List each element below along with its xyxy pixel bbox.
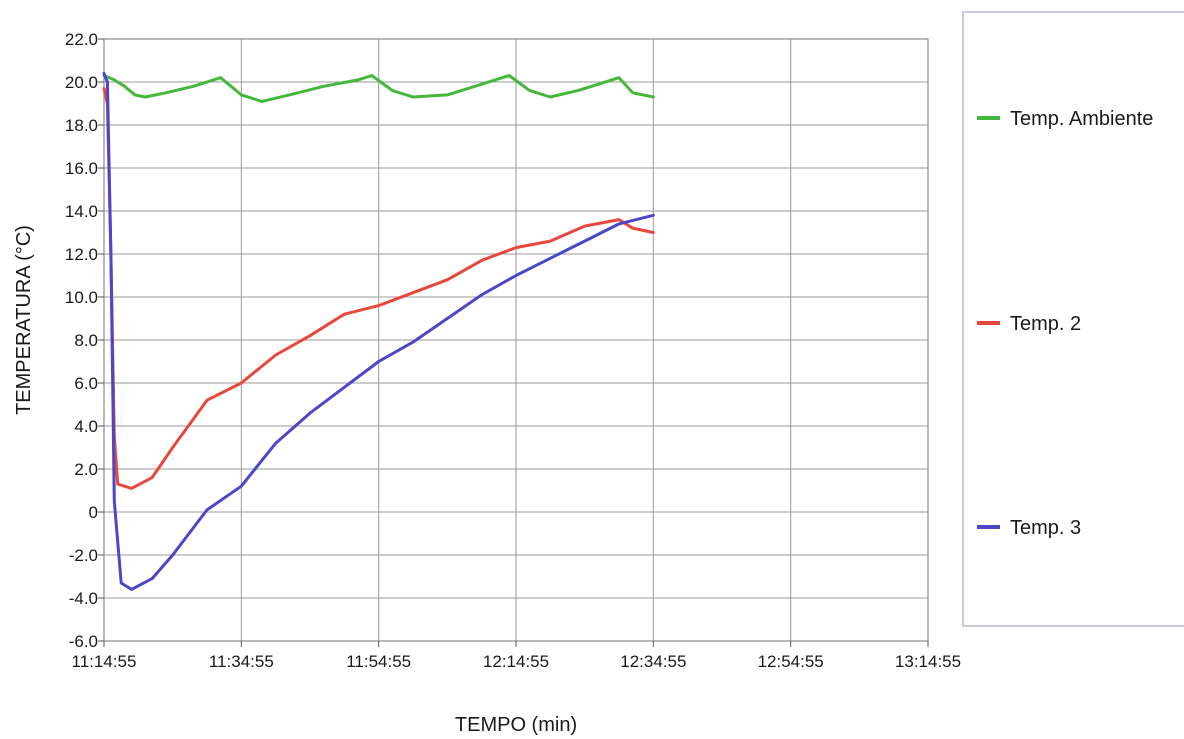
x-tick-label: 12:34:55 [620, 652, 686, 671]
y-tick-label: 10.0 [65, 288, 98, 307]
x-tick-label: 11:54:55 [346, 652, 411, 671]
legend-label: Temp. 2 [1010, 313, 1081, 335]
x-tick-label: 11:14:55 [72, 652, 137, 671]
y-tick-label: -4.0 [69, 589, 98, 608]
grid [103, 38, 929, 642]
y-tick-label: 8.0 [74, 331, 98, 350]
y-tick-label: 16.0 [65, 159, 98, 178]
x-axis-title: TEMPO (min) [455, 714, 577, 736]
legend-box [962, 11, 1184, 627]
legend-label: Temp. 3 [1010, 517, 1081, 539]
y-tick-label: 4.0 [74, 417, 98, 436]
y-tick-label: 12.0 [65, 245, 98, 264]
y-tick-label: -6.0 [69, 632, 98, 651]
y-tick-label: 18.0 [65, 116, 98, 135]
y-tick-label: 20.0 [65, 73, 98, 92]
y-tick-label: 0 [89, 503, 98, 522]
series-line-1 [102, 74, 655, 103]
x-tick-label: 12:54:55 [758, 652, 824, 671]
x-axis-ticks: 11:14:55 11:34:55 11:54:55 12:14:55 12:34:55… [72, 641, 961, 671]
y-tick-label: -2.0 [69, 546, 98, 565]
y-axis-title: TEMPERATURA (°C) [13, 225, 35, 415]
y-tick-label: 2.0 [74, 460, 98, 479]
y-tick-label: 6.0 [74, 374, 98, 393]
legend: Temp. Ambiente Temp. 2 Temp. 3 [977, 108, 1153, 539]
x-tick-label: 11:34:55 [209, 652, 274, 671]
y-axis-ticks: 22.0 20.0 18.0 16.0 14.0 12.0 10.0 8.0 6.0 4.0 2.0… [65, 30, 104, 651]
x-tick-label: 12:14:55 [483, 652, 549, 671]
x-tick-label: 13:14:55 [895, 652, 961, 671]
series-line-2 [102, 87, 655, 490]
series-lines [102, 71, 655, 591]
series-line-3 [102, 71, 655, 591]
y-tick-label: 14.0 [65, 202, 98, 221]
y-tick-label: 22.0 [65, 30, 98, 49]
legend-label: Temp. Ambiente [1010, 108, 1153, 130]
